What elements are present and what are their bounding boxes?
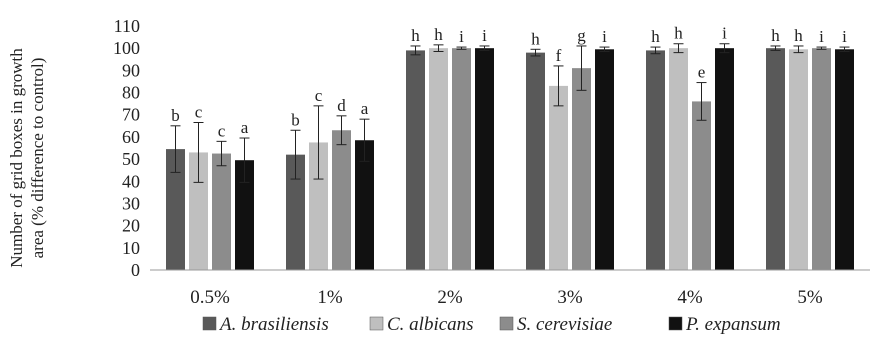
- bar: [526, 52, 545, 271]
- bar: [212, 153, 231, 270]
- bar: [766, 48, 785, 270]
- bar: [406, 50, 425, 271]
- bar: [235, 160, 254, 270]
- y-tick-label: 10: [122, 238, 140, 258]
- legend-label: C. albicans: [387, 314, 474, 335]
- bar: [669, 48, 688, 270]
- significance-label: f: [556, 46, 562, 65]
- legend-label: S. cerevisiae: [517, 314, 612, 335]
- legend-swatch: [499, 316, 514, 331]
- significance-label: a: [241, 118, 249, 137]
- bar: [355, 140, 374, 270]
- legend-swatch: [369, 316, 384, 331]
- bar: [595, 49, 614, 270]
- significance-label: d: [337, 96, 346, 115]
- significance-label: h: [434, 25, 443, 44]
- significance-label: h: [794, 26, 803, 45]
- bar: [789, 49, 808, 270]
- y-tick-label: 70: [122, 105, 140, 125]
- significance-label: i: [722, 24, 727, 43]
- y-tick-label: 20: [122, 216, 140, 236]
- significance-label: b: [171, 106, 180, 125]
- bar: [309, 142, 328, 270]
- y-tick-label: 90: [122, 60, 140, 80]
- significance-label: i: [819, 27, 824, 46]
- y-axis-label-line: area (% difference to control): [28, 58, 47, 259]
- bar: [429, 48, 448, 270]
- y-tick-label: 50: [122, 149, 140, 169]
- significance-label: i: [459, 27, 464, 46]
- legend-swatch: [668, 316, 683, 331]
- bars-layer: b cc a bcd ah h i i hfg i h hei h h i i: [166, 24, 854, 271]
- significance-label: a: [361, 99, 369, 118]
- y-axis-label-line: Number of grid boxes in growth: [7, 48, 26, 268]
- y-tick-label: 80: [122, 83, 140, 103]
- bar: [475, 48, 494, 270]
- bar: [286, 154, 305, 270]
- significance-label: h: [674, 24, 683, 43]
- significance-label: g: [577, 26, 586, 45]
- bar: [572, 68, 591, 271]
- x-axis-ticks: 0.5% 1% 2% 3% 4% 5%: [190, 287, 823, 308]
- y-tick-label: 30: [122, 193, 140, 213]
- y-tick-label: 110: [114, 16, 140, 36]
- significance-label: c: [218, 121, 226, 140]
- x-tick-label: 5%: [797, 287, 823, 308]
- y-axis-label: Number of grid boxes in growth area (% di…: [7, 48, 47, 268]
- y-tick-label: 100: [113, 38, 140, 58]
- bar: [835, 49, 854, 270]
- bar: [166, 149, 185, 270]
- significance-label: h: [651, 27, 660, 46]
- significance-label: b: [291, 110, 300, 129]
- y-tick-label: 0: [131, 260, 140, 280]
- bar: [812, 48, 831, 270]
- x-tick-label: 2%: [437, 287, 463, 308]
- legend-label: A. brasiliensis: [218, 314, 329, 335]
- significance-label: i: [482, 26, 487, 45]
- significance-label: c: [315, 86, 323, 105]
- significance-label: e: [698, 63, 706, 82]
- x-tick-label: 3%: [557, 287, 583, 308]
- bar: [692, 101, 711, 270]
- significance-label: h: [411, 26, 420, 45]
- bar: [189, 152, 208, 270]
- significance-label: i: [842, 27, 847, 46]
- y-tick-label: 60: [122, 127, 140, 147]
- legend: A. brasiliensis C. albicans S. cerevisiae P…: [202, 314, 781, 335]
- significance-label: c: [195, 102, 203, 121]
- bar: [549, 85, 568, 271]
- x-tick-label: 1%: [317, 287, 343, 308]
- y-tick-label: 40: [122, 171, 140, 191]
- x-tick-label: 4%: [677, 287, 703, 308]
- bar: [332, 130, 351, 270]
- bar: [452, 48, 471, 270]
- legend-swatch: [202, 316, 217, 331]
- significance-label: i: [602, 27, 607, 46]
- bar: [715, 48, 734, 270]
- x-tick-label: 0.5%: [190, 287, 230, 308]
- bar: [646, 50, 665, 271]
- significance-label: h: [531, 29, 540, 48]
- significance-label: h: [771, 26, 780, 45]
- legend-label: P. expansum: [685, 314, 781, 335]
